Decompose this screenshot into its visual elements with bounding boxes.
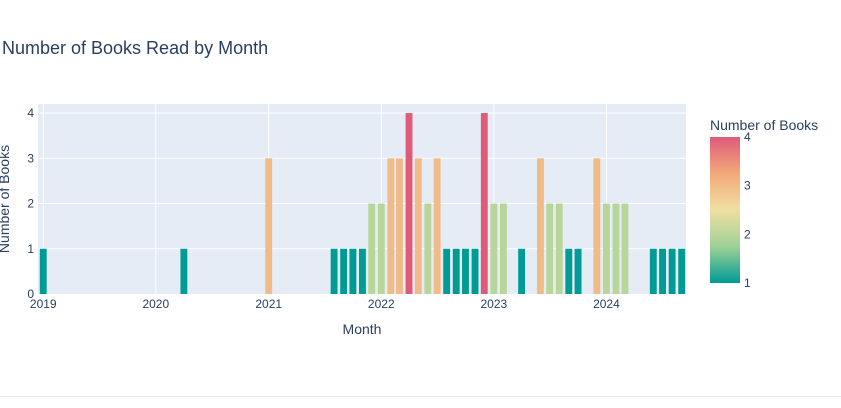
bar[interactable] <box>462 248 469 294</box>
bar[interactable] <box>265 158 273 294</box>
bar[interactable] <box>349 248 357 294</box>
bar[interactable] <box>490 203 498 294</box>
bar[interactable] <box>593 158 601 294</box>
colorbar-tick-label: 1 <box>744 276 751 290</box>
bar[interactable] <box>546 203 554 294</box>
bar[interactable] <box>602 203 610 294</box>
x-tick-label: 2022 <box>368 297 395 311</box>
y-tick-label: 2 <box>27 197 34 211</box>
bar[interactable] <box>471 248 479 294</box>
y-axis-title: Number of Books <box>0 145 12 253</box>
colorbar-ticks: 1 2 3 4 <box>744 130 751 290</box>
x-tick-label: 2021 <box>255 297 282 311</box>
bar[interactable] <box>612 203 620 294</box>
bar[interactable] <box>368 203 376 294</box>
x-tick-label: 2023 <box>480 297 507 311</box>
bar[interactable] <box>330 248 338 294</box>
bar[interactable] <box>396 158 403 294</box>
bar[interactable] <box>387 158 395 294</box>
colorbar-tick-label: 3 <box>744 179 751 193</box>
x-axis-title: Month <box>343 321 382 337</box>
bar[interactable] <box>443 248 451 294</box>
bar[interactable] <box>659 248 667 294</box>
bar[interactable] <box>678 248 686 294</box>
y-tick-label: 1 <box>27 242 34 256</box>
bar[interactable] <box>518 248 526 294</box>
x-tick-label: 2019 <box>30 297 57 311</box>
bar[interactable] <box>452 248 460 294</box>
colorbar-title: Number of Books <box>710 117 818 133</box>
colorbar-tick-label: 2 <box>744 227 751 241</box>
y-tick-label: 0 <box>27 287 34 301</box>
bar[interactable] <box>621 203 629 294</box>
y-tick-label: 4 <box>27 106 34 120</box>
bar[interactable] <box>433 158 441 294</box>
colorbar <box>710 137 740 283</box>
bar[interactable] <box>39 248 47 294</box>
bar[interactable] <box>340 248 348 294</box>
bar[interactable] <box>424 203 432 294</box>
x-tick-label: 2020 <box>142 297 169 311</box>
y-axis-ticks: 0 1 2 3 4 <box>27 106 34 301</box>
bar[interactable] <box>574 248 582 294</box>
bar[interactable] <box>359 248 366 294</box>
y-tick-label: 3 <box>27 151 34 165</box>
colorbar-tick-label: 4 <box>744 130 751 144</box>
bars <box>39 113 686 294</box>
bar[interactable] <box>649 248 657 294</box>
bar[interactable] <box>668 248 676 294</box>
bottom-divider <box>0 396 841 397</box>
x-axis-ticks: 2019 2020 2021 2022 2023 2024 <box>30 297 620 311</box>
chart-title: Number of Books Read by Month <box>2 38 268 58</box>
bar[interactable] <box>555 203 563 294</box>
bar[interactable] <box>480 113 488 294</box>
bar[interactable] <box>180 248 188 294</box>
x-tick-label: 2024 <box>593 297 620 311</box>
bar[interactable] <box>405 113 413 294</box>
bar[interactable] <box>499 203 507 294</box>
bar[interactable] <box>536 158 544 294</box>
bar[interactable] <box>377 203 385 294</box>
bar[interactable] <box>565 248 573 294</box>
bar[interactable] <box>414 158 422 294</box>
